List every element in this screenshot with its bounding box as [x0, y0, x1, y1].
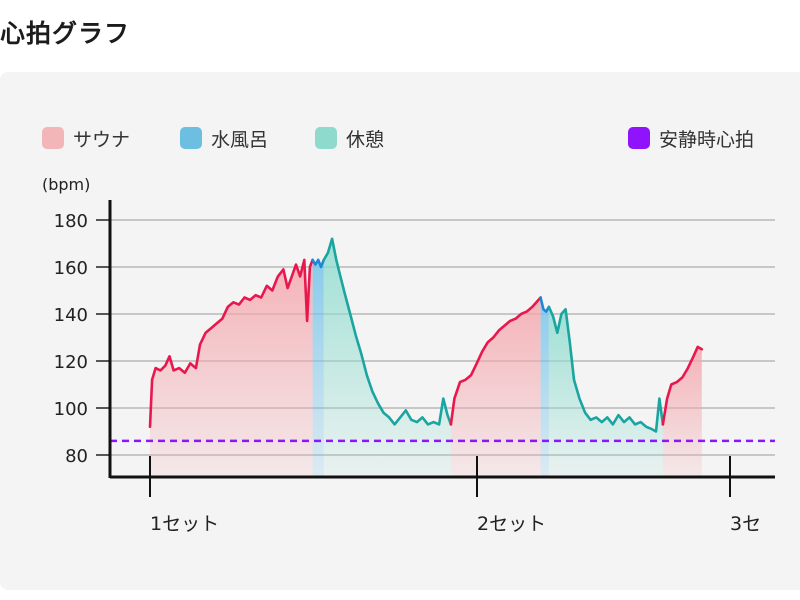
legend-label-sauna: サウナ [73, 128, 131, 151]
legend-swatch-sauna [42, 127, 64, 149]
y-tick-label-140: 140 [54, 305, 88, 326]
legend-item-sauna[interactable]: サウナ [42, 124, 130, 152]
area-sauna-set1 [150, 259, 313, 477]
series-areas [150, 238, 702, 477]
legend-item-rest[interactable]: 休憩 [315, 124, 384, 152]
area-cold-bath-set1 [312, 259, 324, 477]
legend-item-cold-bath[interactable]: 水風呂 [180, 124, 268, 152]
x-tick-label-3: 3セ [730, 513, 761, 535]
area-cold-bath-set2 [540, 297, 549, 477]
legend-label-resting-hr: 安静時心拍 [659, 128, 755, 151]
y-tick-label-80: 80 [65, 446, 88, 467]
line-sauna-set3 [661, 345, 704, 426]
y-tick-label-180: 180 [54, 211, 88, 232]
legend-label-cold-bath: 水風呂 [211, 128, 269, 151]
area-sauna-set2 [450, 297, 541, 477]
y-axis-label: (bpm) [42, 175, 90, 194]
line-sauna-set2 [449, 296, 542, 426]
y-tick-label-160: 160 [54, 258, 88, 279]
area-sauna-set3 [662, 346, 702, 477]
series-lines [148, 237, 704, 433]
tick-labels: 80 100 120 140 160 180 1セット 2セット 3セ [54, 211, 761, 535]
legend-item-resting-hr[interactable]: 安静時心拍 [628, 124, 754, 152]
y-tick-label-100: 100 [54, 399, 88, 420]
line-sauna-set1 [148, 258, 314, 429]
legend-swatch-rest [315, 127, 337, 149]
page-title: 心拍グラフ [0, 19, 131, 48]
legend-label-rest: 休憩 [346, 128, 385, 151]
line-rest-set2 [547, 305, 665, 433]
area-rest-set1 [323, 238, 451, 477]
legend-swatch-resting-hr [628, 127, 650, 149]
legend-swatch-cold-bath [180, 127, 202, 149]
axes [96, 200, 775, 497]
line-rest-set1 [322, 237, 453, 426]
line-cold-bath-set2 [539, 296, 551, 313]
chart-card [0, 72, 800, 590]
area-rest-set2 [548, 306, 663, 477]
x-tick-label-2: 2セット [477, 513, 546, 535]
y-tick-label-120: 120 [54, 352, 88, 373]
x-tick-label-1: 1セット [150, 513, 219, 535]
line-cold-bath-set1 [311, 258, 326, 269]
